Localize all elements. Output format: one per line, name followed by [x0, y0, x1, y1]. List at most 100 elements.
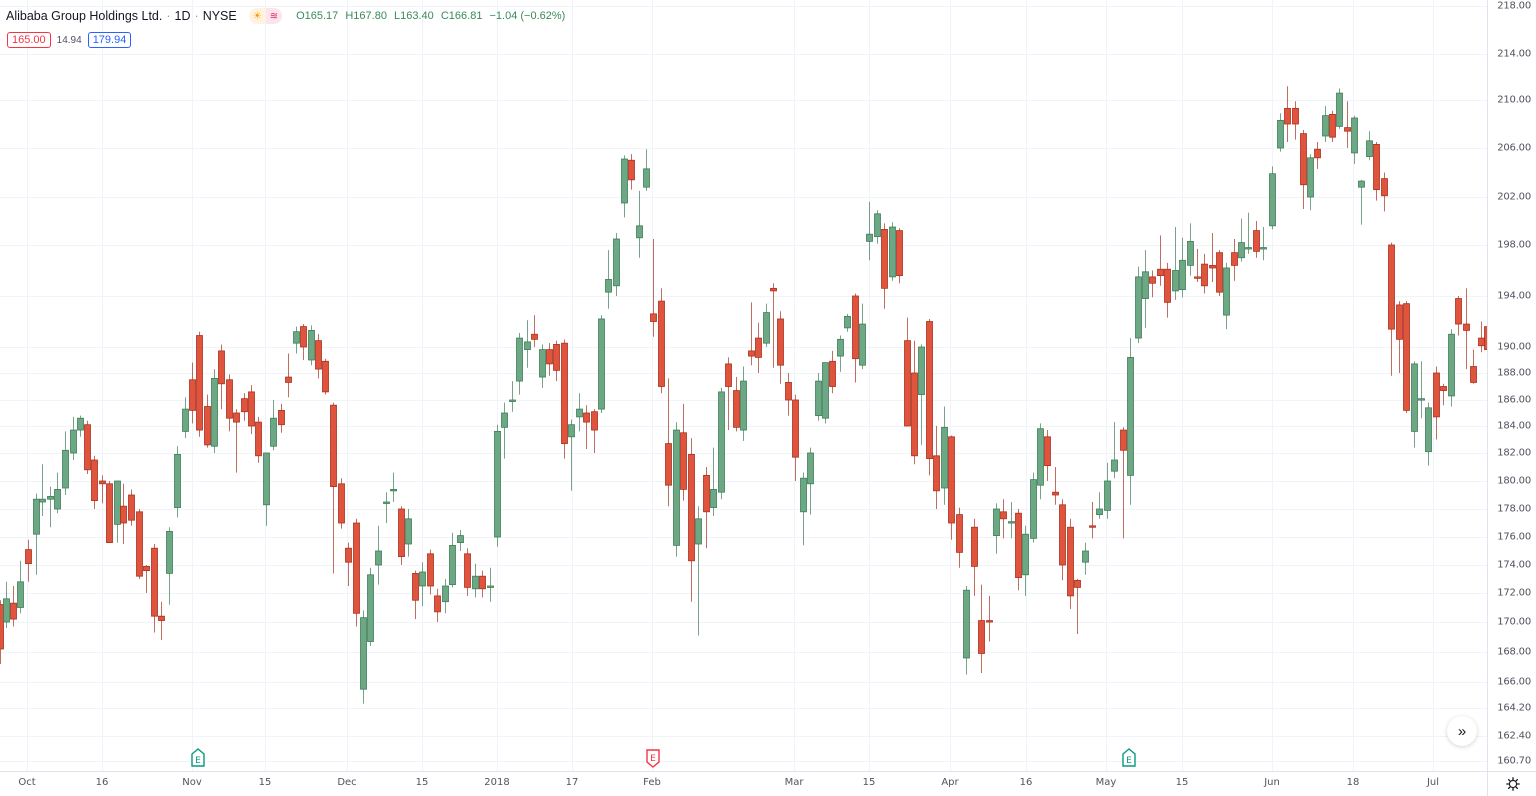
- earnings-marker-icon[interactable]: E: [190, 748, 206, 768]
- candle-down: [464, 548, 471, 596]
- price-tick-label: 176.00: [1497, 531, 1531, 543]
- price-tick-label: 172.00: [1497, 587, 1531, 599]
- candle-up: [993, 503, 1000, 554]
- candle-up: [1082, 542, 1089, 575]
- price-axis[interactable]: 218.00 214.00 210.00 206.00 202.00 198.00 194.…: [1487, 0, 1536, 771]
- candle-down: [128, 489, 135, 526]
- candles: [0, 86, 1487, 704]
- time-tick-label: Mar: [784, 777, 804, 788]
- candle-down: [84, 420, 91, 474]
- candle-up: [3, 581, 10, 628]
- chart-settings-button[interactable]: [1487, 771, 1536, 796]
- candle-up: [114, 480, 121, 543]
- time-tick-label: Apr: [941, 777, 959, 788]
- candle-up: [613, 233, 620, 296]
- candle-down: [1120, 427, 1127, 539]
- time-tick-label: 2018: [484, 777, 510, 788]
- candle-up: [501, 402, 508, 459]
- earnings-marker-icon[interactable]: E: [1121, 748, 1137, 768]
- separator: ·: [166, 9, 171, 23]
- candle-down: [926, 318, 933, 476]
- gear-icon: [1505, 777, 1520, 791]
- candle-up: [673, 422, 680, 557]
- candle-down: [158, 601, 165, 640]
- red-value-label: 165.00: [7, 32, 51, 48]
- candle-up: [621, 155, 628, 218]
- high-value: H167.80: [345, 10, 387, 22]
- candle-up: [293, 326, 300, 354]
- price-tick-label: 186.00: [1497, 394, 1531, 406]
- candle-up: [1096, 492, 1103, 519]
- candle-up: [263, 452, 270, 526]
- candle-down: [1089, 502, 1096, 539]
- candle-up: [1022, 525, 1029, 596]
- candle-up: [1322, 106, 1329, 142]
- candle-down: [1164, 262, 1171, 318]
- candle-up: [383, 492, 390, 523]
- candle-down: [1157, 235, 1164, 286]
- candle-down: [911, 340, 918, 465]
- low-value: L163.40: [394, 10, 434, 22]
- candle-down: [427, 549, 434, 595]
- candle-up: [174, 446, 181, 518]
- candle-down: [733, 377, 740, 432]
- candle-down: [412, 570, 419, 620]
- candle-up: [33, 493, 40, 575]
- series-legend[interactable]: Alibaba Group Holdings Ltd. · 1D · NYSE …: [6, 8, 569, 24]
- candle-down: [25, 539, 32, 582]
- candle-up: [1411, 361, 1418, 448]
- candle-up: [308, 325, 315, 366]
- change-value: −1.04 (−0.62%): [489, 10, 566, 22]
- candle-down: [479, 570, 486, 598]
- scroll-to-realtime-button[interactable]: »: [1447, 716, 1477, 746]
- candle-up: [1127, 338, 1134, 505]
- candle-down: [10, 586, 17, 627]
- candle-down: [1074, 579, 1081, 634]
- candle-down: [1253, 221, 1260, 258]
- candle-up: [516, 332, 523, 395]
- candle-down: [956, 507, 963, 568]
- price-tick-label: 166.00: [1497, 676, 1531, 688]
- price-tick-label: 190.00: [1497, 341, 1531, 353]
- candle-down: [106, 481, 113, 543]
- candle-down: [755, 322, 762, 373]
- candle-down: [99, 475, 106, 504]
- candle-down: [300, 324, 307, 360]
- separator: ·: [194, 9, 199, 23]
- candle-up: [487, 567, 494, 602]
- candle-down: [1201, 253, 1208, 294]
- candle-down: [688, 438, 695, 602]
- candlestick-plot[interactable]: [0, 0, 1487, 771]
- candle-up: [1238, 218, 1245, 262]
- time-tick-label: 16: [95, 777, 109, 788]
- time-axis[interactable]: Oct 16 Nov 15 Dec 15 2018 17 Feb Mar 15 Apr 16 May 15 J…: [0, 771, 1487, 796]
- candle-down: [322, 358, 329, 395]
- candle-up: [182, 397, 189, 439]
- price-tick-label: 162.40: [1497, 730, 1531, 742]
- symbol-name[interactable]: Alibaba Group Holdings Ltd.: [6, 9, 163, 23]
- candle-down: [1015, 509, 1022, 591]
- candle-up: [539, 344, 546, 388]
- price-tick-label: 188.00: [1497, 367, 1531, 379]
- candle-up: [1358, 179, 1365, 225]
- interval: 1D: [174, 9, 191, 23]
- candle-up: [457, 530, 464, 551]
- candle-down: [777, 311, 784, 384]
- candle-down: [971, 518, 978, 596]
- candle-down: [1455, 296, 1462, 336]
- candle-up: [367, 567, 374, 646]
- candle-down: [1440, 383, 1447, 406]
- candle-down: [852, 293, 859, 383]
- earnings-marker-icon[interactable]: E: [645, 748, 661, 768]
- candle-down: [226, 374, 233, 432]
- approx-icon[interactable]: ≋: [265, 8, 283, 24]
- chart-pane[interactable]: Alibaba Group Holdings Ltd. · 1D · NYSE …: [0, 0, 1487, 771]
- candle-up: [39, 464, 46, 516]
- candle-up: [1008, 502, 1015, 539]
- candle-down: [1463, 288, 1470, 370]
- candle-down: [829, 350, 836, 394]
- indicator-row: 165.00 14.94 179.94: [7, 32, 132, 48]
- candle-down: [1216, 250, 1223, 296]
- candle-down: [628, 154, 635, 190]
- sun-icon[interactable]: ☀: [248, 8, 266, 24]
